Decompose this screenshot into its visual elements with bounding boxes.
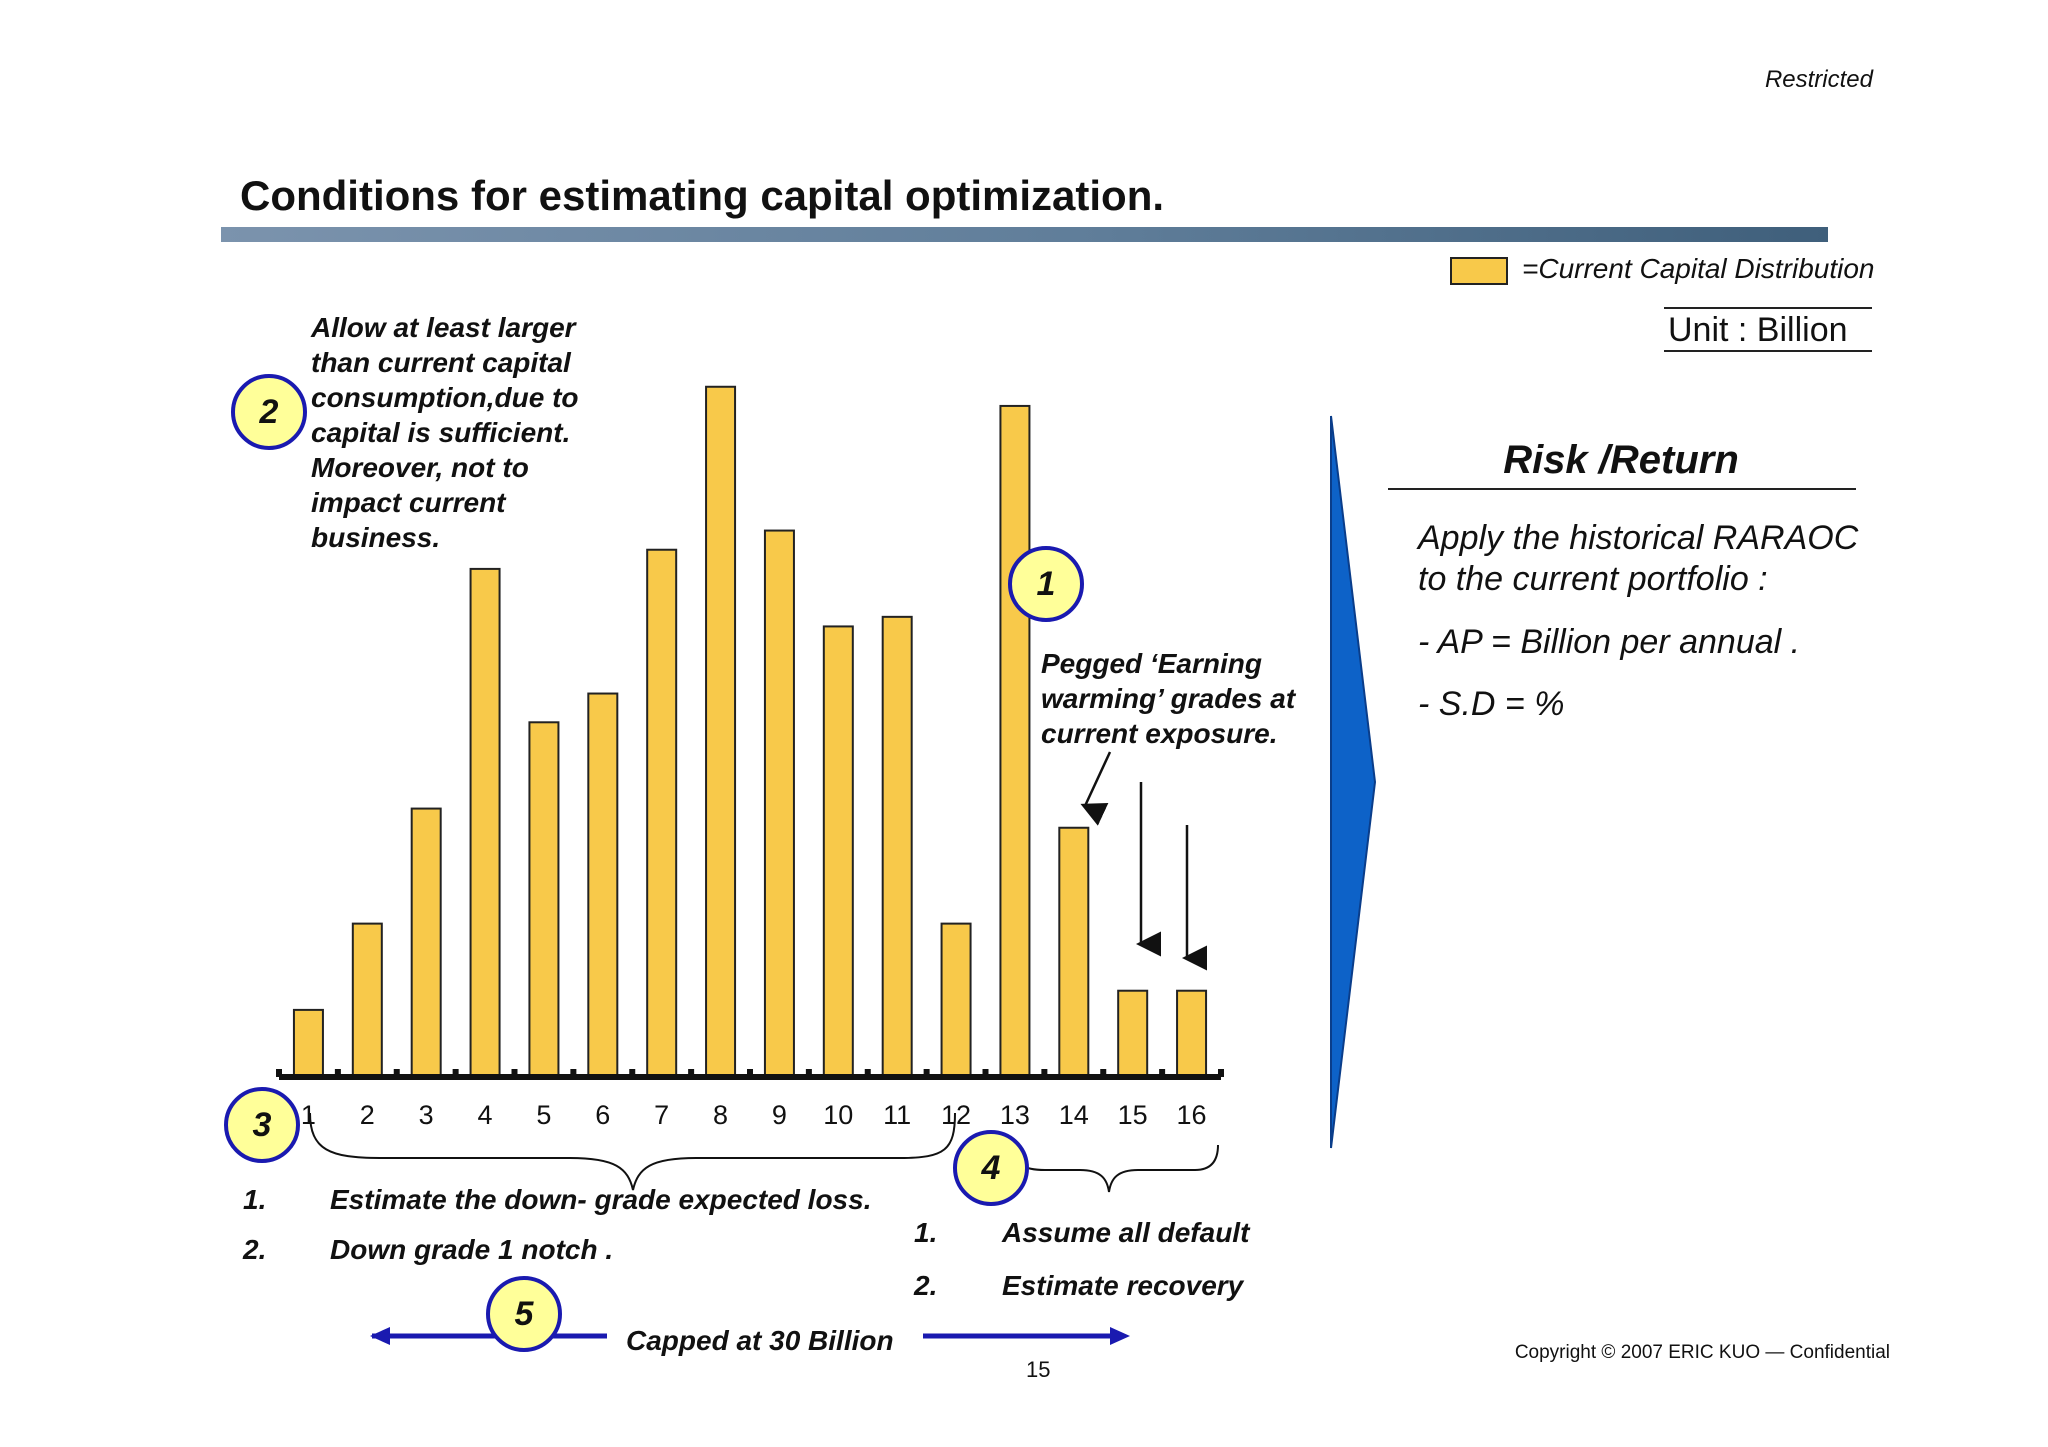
- risk-sd-item: - S.D = %: [1418, 685, 1565, 723]
- x-tick: [805, 1069, 812, 1077]
- risk-ap-item: - AP = Billion per annual .: [1418, 623, 1801, 661]
- bar-1: [292, 1008, 324, 1078]
- bar-12: [940, 922, 972, 1079]
- note-pegged-grades: Pegged ‘Earning warming’ grades at curre…: [1041, 648, 1296, 749]
- x-tick: [276, 1069, 282, 1077]
- x-tick: [1218, 1069, 1224, 1077]
- cap-arrow-left-head: [370, 1327, 390, 1345]
- bar-4: [469, 567, 501, 1078]
- tick-label-2: 2: [360, 1100, 375, 1130]
- risk-return-title: Risk /Return: [1503, 438, 1739, 482]
- x-tick: [452, 1069, 459, 1077]
- unit-label: Unit : Billion: [1668, 311, 1848, 349]
- badge-3: 3: [224, 1087, 300, 1163]
- bar-10: [822, 625, 854, 1079]
- note-allow-larger: Allow at least larger than current capit…: [311, 312, 579, 553]
- right-list-number: 1.: [914, 1217, 938, 1248]
- tick-label-14: 14: [1059, 1100, 1089, 1130]
- bar-8: [705, 385, 737, 1078]
- cap-label: Capped at 30 Billion: [626, 1325, 894, 1356]
- unit-divider-bottom: [1664, 350, 1872, 352]
- bar-16: [1176, 989, 1208, 1078]
- title-divider: [221, 227, 1828, 242]
- badge-4: 4: [953, 1130, 1029, 1206]
- legend-swatch: [1450, 257, 1508, 285]
- page-title: Conditions for estimating capital optimi…: [240, 172, 1165, 219]
- x-tick: [570, 1069, 577, 1077]
- risk-return-description: Apply the historical RARAOC to the curre…: [1418, 519, 1859, 598]
- x-tick: [393, 1069, 400, 1077]
- tick-label-13: 13: [1000, 1100, 1030, 1130]
- right-list-text: Assume all default: [1002, 1217, 1250, 1248]
- bar-13: [999, 404, 1031, 1078]
- tick-label-6: 6: [595, 1100, 610, 1130]
- brace-grades-13-16: [1011, 1144, 1219, 1193]
- tick-label-16: 16: [1177, 1100, 1207, 1130]
- tick-label-3: 3: [419, 1100, 434, 1130]
- bar-5: [528, 721, 560, 1078]
- left-list-text: Down grade 1 notch .: [330, 1234, 614, 1265]
- page-number: 15: [1026, 1357, 1051, 1382]
- bar-7: [646, 548, 678, 1078]
- left-list-number: 1.: [243, 1184, 267, 1215]
- tick-label-5: 5: [536, 1100, 551, 1130]
- x-tick: [1100, 1069, 1107, 1077]
- tick-label-12: 12: [941, 1100, 971, 1130]
- x-tick: [1041, 1069, 1048, 1077]
- left-list-number: 2.: [243, 1234, 267, 1265]
- tick-label-7: 7: [654, 1100, 669, 1130]
- classification-label: Restricted: [1764, 66, 1873, 93]
- x-tick: [747, 1069, 753, 1077]
- copyright-notice: Copyright © 2007 ERIC KUO — Confidential: [1514, 1342, 1890, 1363]
- tick-label-11: 11: [883, 1100, 911, 1130]
- brace-grades-1-12: [309, 1112, 956, 1191]
- risk-return-divider: [1388, 488, 1856, 490]
- x-tick: [511, 1069, 518, 1077]
- cap-arrow-right-head: [1110, 1327, 1130, 1345]
- x-tick: [1159, 1069, 1166, 1077]
- pegged-pointer-arrow: [1080, 751, 1112, 826]
- tick-label-9: 9: [772, 1100, 787, 1130]
- bar-11: [881, 615, 913, 1079]
- unit-divider-top: [1664, 307, 1872, 309]
- tick-label-15: 15: [1118, 1100, 1148, 1130]
- x-tick: [864, 1069, 871, 1077]
- right-list-number: 2.: [914, 1270, 938, 1301]
- bar-15: [1117, 989, 1149, 1078]
- tick-label-10: 10: [823, 1100, 853, 1130]
- tick-group: [276, 1069, 1224, 1077]
- bar-2: [351, 922, 383, 1079]
- badge-5: 5: [486, 1276, 562, 1352]
- bar-3: [410, 807, 442, 1078]
- x-tick: [982, 1069, 989, 1077]
- left-list-text: Estimate the down- grade expected loss.: [330, 1184, 872, 1215]
- x-tick: [334, 1069, 341, 1077]
- badge-2: 2: [231, 374, 307, 450]
- bar-6: [587, 692, 619, 1078]
- bar-9: [763, 529, 795, 1078]
- right-list-text: Estimate recovery: [1002, 1270, 1244, 1301]
- x-tick: [688, 1069, 695, 1077]
- x-tick: [629, 1069, 636, 1077]
- bar-14: [1058, 826, 1090, 1078]
- tick-label-4: 4: [478, 1100, 493, 1130]
- tick-label-8: 8: [713, 1100, 728, 1130]
- tick-label-1: 1: [301, 1100, 316, 1130]
- tick-label-group: 1 2 3 4 5 6 7 8 9 10 11 12 13 14 15 16: [301, 1100, 1207, 1130]
- risk-return-arrow: [1330, 415, 1377, 1149]
- badge-1: 1: [1008, 546, 1084, 622]
- legend-label: =Current Capital Distribution: [1522, 253, 1875, 284]
- x-tick: [923, 1069, 930, 1077]
